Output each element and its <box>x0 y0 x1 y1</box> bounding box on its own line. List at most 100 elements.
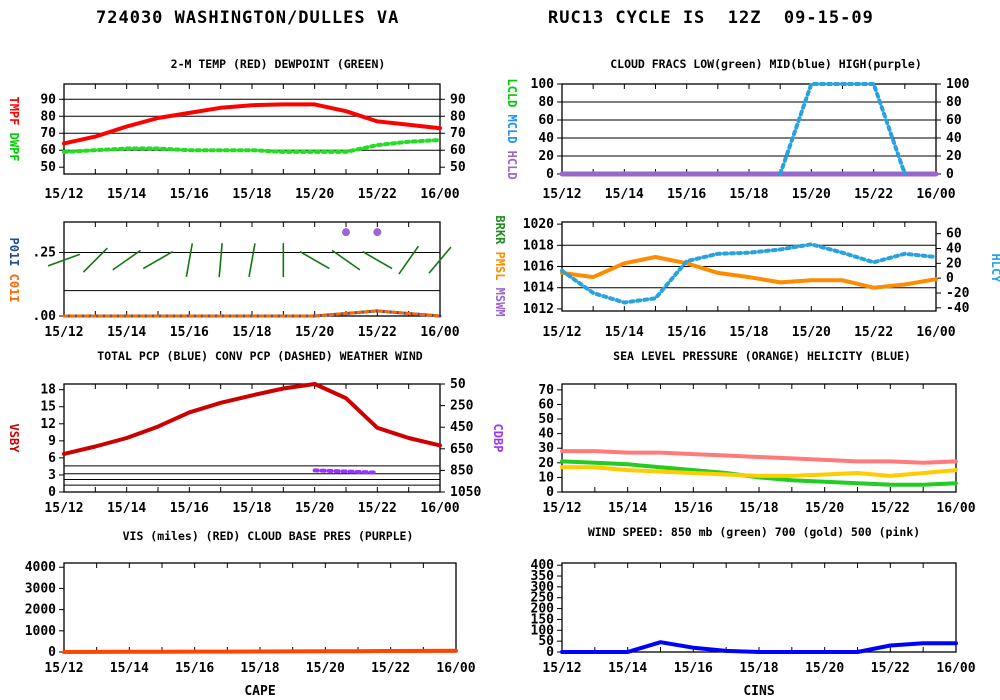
series-line-c01i <box>62 309 442 318</box>
y-tick-label: 6 <box>48 451 56 466</box>
y-tick-label: 50 <box>40 160 56 175</box>
y-tick-label: 0 <box>546 645 554 660</box>
x-tick-label: 16/00 <box>420 501 459 516</box>
x-tick-label: 15/22 <box>854 325 893 340</box>
x-tick-label: 15/12 <box>542 187 581 202</box>
x-tick-label: 15/14 <box>605 325 644 340</box>
x-tick-label: 16/00 <box>916 187 955 202</box>
right-tick-label: 80 <box>450 109 466 124</box>
plot-frame <box>63 221 441 317</box>
right-axis-label: CDBP <box>491 424 505 453</box>
x-tick-label: 15/16 <box>674 501 713 516</box>
x-axis-label: CAPE <box>244 684 275 699</box>
x-tick-label: 16/00 <box>936 501 975 516</box>
y-tick-label: 60 <box>40 143 56 158</box>
y-tick-label: 3 <box>48 468 56 483</box>
y-tick-label: 18 <box>40 383 56 398</box>
y-tick-label: 60 <box>538 113 554 128</box>
y-tick-label: 70 <box>538 383 554 398</box>
cloud-fracs-chart: 15/12 15/14 15/16 15/18 15/20 15/22 16/00 0 20 40… <box>505 57 970 202</box>
x-tick-label: 15/12 <box>542 661 581 676</box>
y-tick-label: 70 <box>40 126 56 141</box>
x-tick-label: 15/16 <box>674 661 713 676</box>
chart-title: 2-M TEMP (RED) DEWPOINT (GREEN) <box>171 57 386 71</box>
y-tick-label: 2000 <box>25 603 56 618</box>
y-tick-label: 100 <box>531 623 555 638</box>
y-tick-label: 200 <box>531 602 555 617</box>
x-tick-label: 15/12 <box>542 325 581 340</box>
wind-barb <box>142 250 174 270</box>
right-tick-label: 20 <box>946 149 962 164</box>
series-line-850-mb <box>560 459 958 487</box>
x-tick-label: 15/14 <box>110 661 149 676</box>
y-label-part: MCLD <box>505 107 519 143</box>
cycle-title: RUC13 CYCLE IS 12Z 09-15-09 <box>548 8 874 28</box>
y-label-part: BRKR <box>493 215 507 245</box>
x-tick-label: 15/22 <box>371 661 410 676</box>
wind-barb <box>112 249 142 271</box>
series-line-cape <box>62 648 458 654</box>
y-axis-label: P01I C01I <box>7 237 21 302</box>
y-tick-label: 0 <box>546 167 554 182</box>
y-axis-label: BRKR PMSL MSWM <box>493 215 507 316</box>
x-tick-label: 15/20 <box>295 501 334 516</box>
x-tick-label: 16/00 <box>916 325 955 340</box>
y-label-part: PMSL <box>493 244 507 280</box>
plot-frame <box>63 562 457 653</box>
y-tick-label: 3000 <box>25 581 56 596</box>
cins-chart: 15/12 15/14 15/16 15/18 15/20 15/22 16/00 05010… <box>531 558 976 699</box>
x-tick-label: 15/18 <box>739 501 778 516</box>
x-tick-label: 15/18 <box>232 187 271 202</box>
chart-title: WIND SPEED: 850 mb (green) 700 (gold) 50… <box>588 525 920 539</box>
station-title: 724030 WASHINGTON/DULLES VA <box>96 8 400 28</box>
y-axis-label: LCLD MCLD HCLD <box>505 78 519 179</box>
x-tick-label: 15/22 <box>358 325 397 340</box>
wind-barb <box>248 243 256 277</box>
x-tick-label: 15/14 <box>107 501 146 516</box>
right-tick-label: 90 <box>450 92 466 107</box>
y-label-part: HLCY <box>989 254 1000 284</box>
y-label-part: HCLD <box>505 143 519 179</box>
x-tick-label: 15/20 <box>805 661 844 676</box>
y-tick-label: 4000 <box>25 560 56 575</box>
y-tick-label: 15 <box>40 400 56 415</box>
y-tick-label: 80 <box>538 95 554 110</box>
y-tick-label: 1014 <box>523 281 554 296</box>
x-tick-label: 15/20 <box>792 325 831 340</box>
y-tick-label: 60 <box>538 397 554 412</box>
right-tick-label: 60 <box>450 143 466 158</box>
x-tick-label: 15/18 <box>232 501 271 516</box>
series-line-mcld <box>778 82 907 176</box>
x-tick-label: 15/12 <box>44 325 83 340</box>
x-tick-label: 15/16 <box>170 325 209 340</box>
right-tick-label: 50 <box>450 160 466 175</box>
right-tick-label: 650 <box>450 442 474 457</box>
y-tick-label: 300 <box>531 580 555 595</box>
right-tick-label: 70 <box>450 126 466 141</box>
right-tick-label: 450 <box>450 420 474 435</box>
y-label-part: TMPF <box>7 96 21 125</box>
wind-barb <box>82 247 108 273</box>
y-tick-label: 20 <box>538 456 554 471</box>
y-tick-label: 350 <box>531 569 555 584</box>
y-tick-label: .25 <box>33 245 56 260</box>
x-tick-label: 15/18 <box>729 325 768 340</box>
y-tick-label: 9 <box>48 434 56 449</box>
y-tick-label: 40 <box>538 427 554 442</box>
x-tick-label: 15/12 <box>44 501 83 516</box>
x-tick-label: 15/14 <box>605 187 644 202</box>
x-tick-label: 15/20 <box>792 187 831 202</box>
x-tick-label: 15/16 <box>667 325 706 340</box>
x-tick-label: 15/18 <box>232 325 271 340</box>
y-tick-label: 0 <box>48 645 56 660</box>
chart-title: VIS (miles) (RED) CLOUD BASE PRES (PURPL… <box>123 529 414 543</box>
right-tick-label: 1050 <box>450 485 481 500</box>
y-tick-label: 10 <box>538 470 554 485</box>
x-tick-label: 15/22 <box>854 187 893 202</box>
x-tick-label: 16/00 <box>936 661 975 676</box>
right-tick-label: 80 <box>946 95 962 110</box>
right-tick-label: 50 <box>450 377 466 392</box>
y-axis-label: TMPF DWPF <box>7 96 21 161</box>
x-tick-label: 16/00 <box>436 661 475 676</box>
x-tick-label: 15/22 <box>358 501 397 516</box>
